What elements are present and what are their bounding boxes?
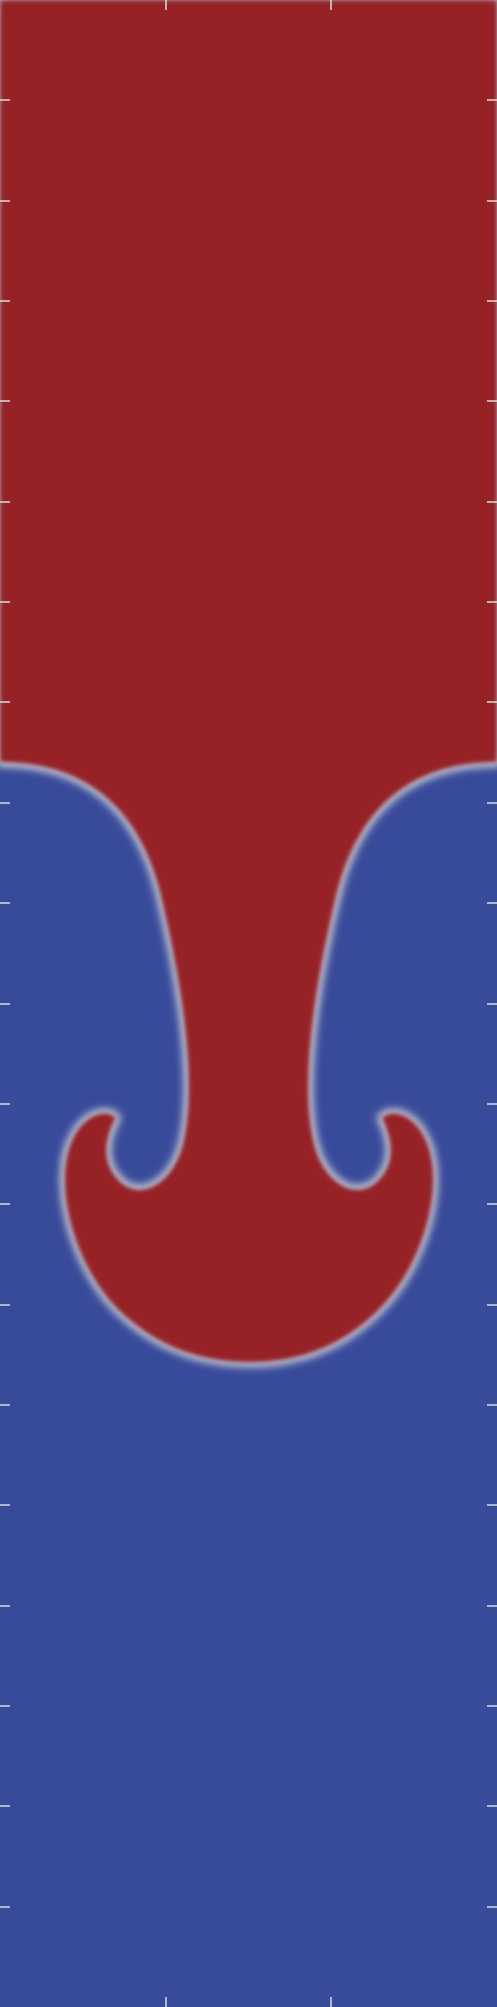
heavy-fluid-plume — [0, 0, 497, 1362]
interface-layer — [0, 0, 497, 1367]
heavy-fluid-layer — [0, 0, 497, 1362]
interface-halo — [0, 0, 497, 1367]
